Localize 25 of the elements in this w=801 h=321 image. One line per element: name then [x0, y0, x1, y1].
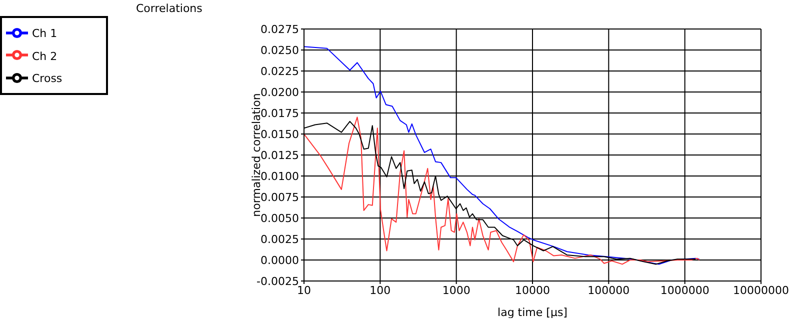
legend-label: Ch 2: [32, 50, 58, 63]
y-tick-label: 0.0000: [260, 254, 299, 267]
y-tick-label: 0.0200: [260, 86, 299, 99]
text: Correlations: [136, 2, 202, 15]
y-tick-label: 0.0175: [260, 106, 299, 120]
legend-label: Cross: [32, 72, 62, 86]
y-tick-label: 0.0025: [260, 232, 299, 246]
x-tick-label: 100: [370, 284, 391, 297]
x-tick-label: 1000000: [660, 284, 710, 297]
y-tick-label: 0.0125: [260, 148, 299, 162]
y-tick-label: 0.0225: [260, 64, 299, 78]
x-tick-label: 1000: [442, 284, 470, 297]
x-tick-label: 10000000: [733, 284, 789, 297]
x-axis-title: lag time [µs]: [498, 306, 568, 319]
y-tick-label: 0.0100: [260, 170, 299, 183]
y-tick-label: 0.0250: [260, 44, 299, 57]
y-tick-label: 0.0150: [260, 128, 299, 141]
x-tick-label: 100000: [588, 284, 630, 297]
x-tick-label: 10000: [515, 284, 550, 297]
y-tick-label: 0.0050: [260, 212, 299, 225]
y-tick-label: 0.0075: [260, 190, 299, 204]
y-tick-label: -0.0025: [256, 274, 299, 288]
y-tick-label: 0.0275: [260, 22, 299, 36]
x-tick-label: 10: [297, 284, 311, 297]
legend-label: Ch 1: [32, 27, 58, 40]
